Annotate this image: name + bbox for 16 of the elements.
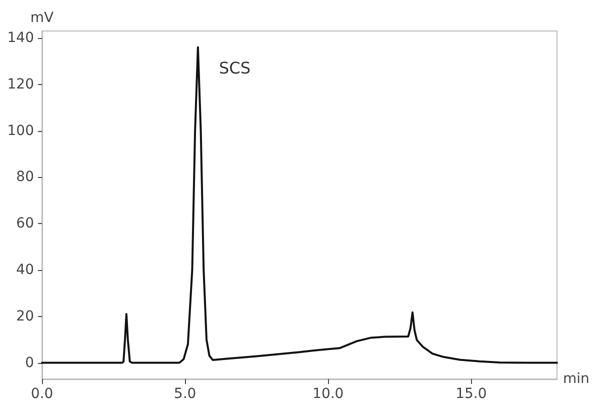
line-series — [41, 46, 558, 364]
x-tick-label: 15.0 — [456, 386, 487, 402]
y-tick-label: 20 — [16, 308, 34, 324]
x-tick-label: 10.0 — [312, 386, 344, 402]
y-tick-label: 100 — [7, 122, 34, 139]
y-tick-label: 120 — [7, 76, 34, 92]
y-axis-title: mV — [30, 10, 54, 26]
y-tick-label: 40 — [16, 262, 34, 278]
y-tick-label: 60 — [16, 216, 34, 232]
annotation: SCS — [219, 58, 250, 78]
y-tick-label: 140 — [7, 30, 34, 46]
y-tick-label: 0 — [25, 354, 34, 371]
y-tick-label: 80 — [16, 169, 34, 186]
x-tick-label: 5.0 — [174, 386, 196, 402]
x-tick-label: 0.0 — [30, 386, 54, 402]
x-axis-title: min — [563, 371, 590, 387]
